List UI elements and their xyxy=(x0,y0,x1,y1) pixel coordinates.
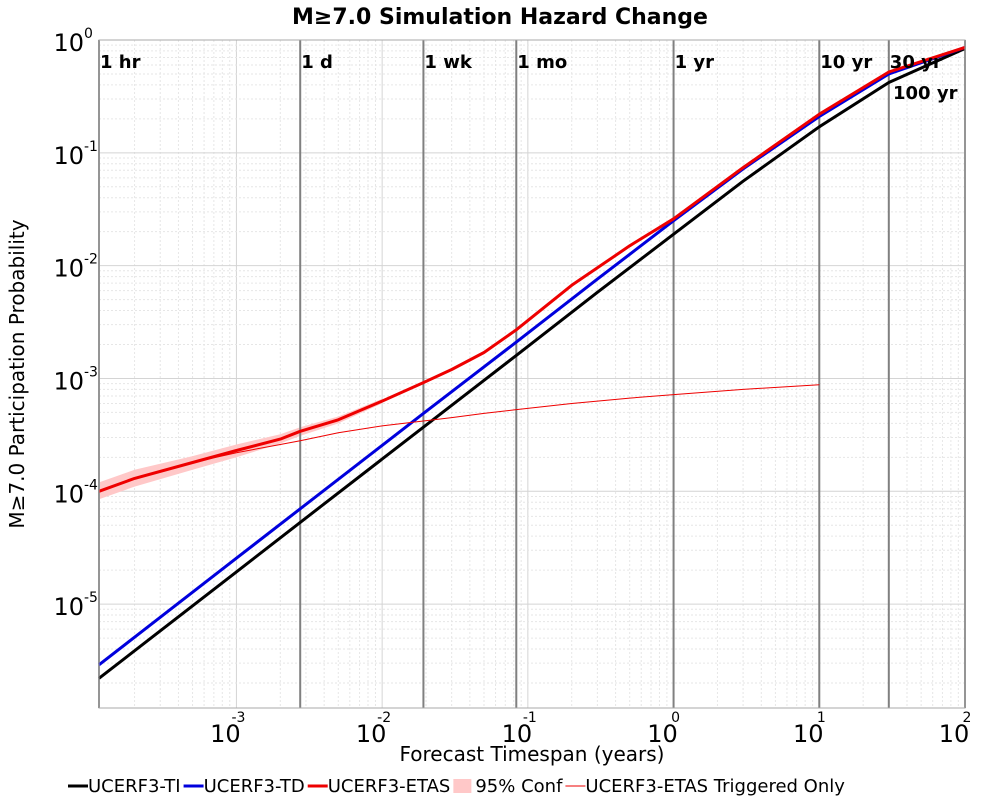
y-tick-label: 10 xyxy=(53,367,84,395)
y-tick-label: 10 xyxy=(53,255,84,283)
ucerf3-td-line xyxy=(98,45,966,666)
x-tick-label: 10 xyxy=(356,720,387,748)
y-tick-exponent: -1 xyxy=(84,139,98,155)
legend-item-ucerf3-ti: UCERF3-TI xyxy=(68,776,181,797)
legend-item-ucerf3-etas-triggered-only: UCERF3-ETAS Triggered Only xyxy=(565,776,845,797)
ucerf3-etas-triggered-only-line xyxy=(98,384,820,492)
legend-item-ucerf3-td: UCERF3-TD xyxy=(183,776,305,797)
chart-title: M≥7.0 Simulation Hazard Change xyxy=(292,5,708,30)
marker-label-10-yr: 10 yr xyxy=(820,52,872,73)
marker-label-1-mo: 1 mo xyxy=(517,52,567,73)
x-tick-label: 10 xyxy=(502,720,533,748)
legend-label: UCERF3-ETAS Triggered Only xyxy=(585,776,845,797)
marker-label-30-yr: 30 yr xyxy=(890,52,942,73)
x-axis-title: Forecast Timespan (years) xyxy=(400,742,665,766)
y-tick-exponent: -4 xyxy=(84,477,98,493)
legend-item-95pct-conf: 95% Conf xyxy=(453,776,563,797)
y-axis-title: M≥7.0 Participation Probability xyxy=(5,219,29,528)
marker-label-1-wk: 1 wk xyxy=(424,52,472,73)
legend-label: 95% Conf xyxy=(475,776,563,797)
grid-lines xyxy=(99,39,966,708)
x-tick-exponent: -1 xyxy=(523,710,537,726)
x-tick-label: 10 xyxy=(647,720,678,748)
x-tick-label: 10 xyxy=(939,720,970,748)
x-tick-label: 10 xyxy=(210,720,241,748)
series-lines xyxy=(98,45,966,680)
legend-label: UCERF3-ETAS xyxy=(328,776,451,797)
legend-item-ucerf3-etas: UCERF3-ETAS xyxy=(307,776,451,797)
marker-label-1-hr: 1 hr xyxy=(100,52,141,73)
y-tick-exponent: -3 xyxy=(84,364,98,380)
legend: UCERF3-TI UCERF3-TD UCERF3-ETAS 95% Conf UCE… xyxy=(68,776,845,797)
legend-label: UCERF3-TD xyxy=(204,776,305,797)
x-tick-exponent: 2 xyxy=(963,710,972,726)
y-tick-exponent: -5 xyxy=(84,590,98,606)
ucerf3-ti-line xyxy=(98,47,966,680)
legend-label: UCERF3-TI xyxy=(88,776,181,797)
y-tick-label: 10 xyxy=(53,142,84,170)
y-tick-label: 10 xyxy=(53,480,84,508)
ucerf3-etas-line xyxy=(98,45,966,493)
marker-label-1-yr: 1 yr xyxy=(675,52,715,73)
legend-swatch xyxy=(453,779,472,793)
x-tick-label: 10 xyxy=(793,720,824,748)
marker-label-1-d: 1 d xyxy=(301,52,333,73)
y-tick-exponent: 0 xyxy=(84,26,93,42)
x-tick-exponent: 0 xyxy=(671,710,680,726)
marker-label-100-yr: 100 yr xyxy=(893,83,958,104)
plot-background xyxy=(99,40,965,708)
timespan-marker-labels: 1 hr 1 d 1 wk 1 mo 1 yr 10 yr 30 yr 100 yr xyxy=(100,52,958,104)
x-tick-exponent: -2 xyxy=(377,710,391,726)
y-tick-label: 10 xyxy=(53,29,84,57)
y-tick-label: 10 xyxy=(53,593,84,621)
x-tick-exponent: 1 xyxy=(817,710,826,726)
x-tick-exponent: -3 xyxy=(231,710,245,726)
y-tick-exponent: -2 xyxy=(84,252,98,268)
plot-frame xyxy=(98,39,966,709)
